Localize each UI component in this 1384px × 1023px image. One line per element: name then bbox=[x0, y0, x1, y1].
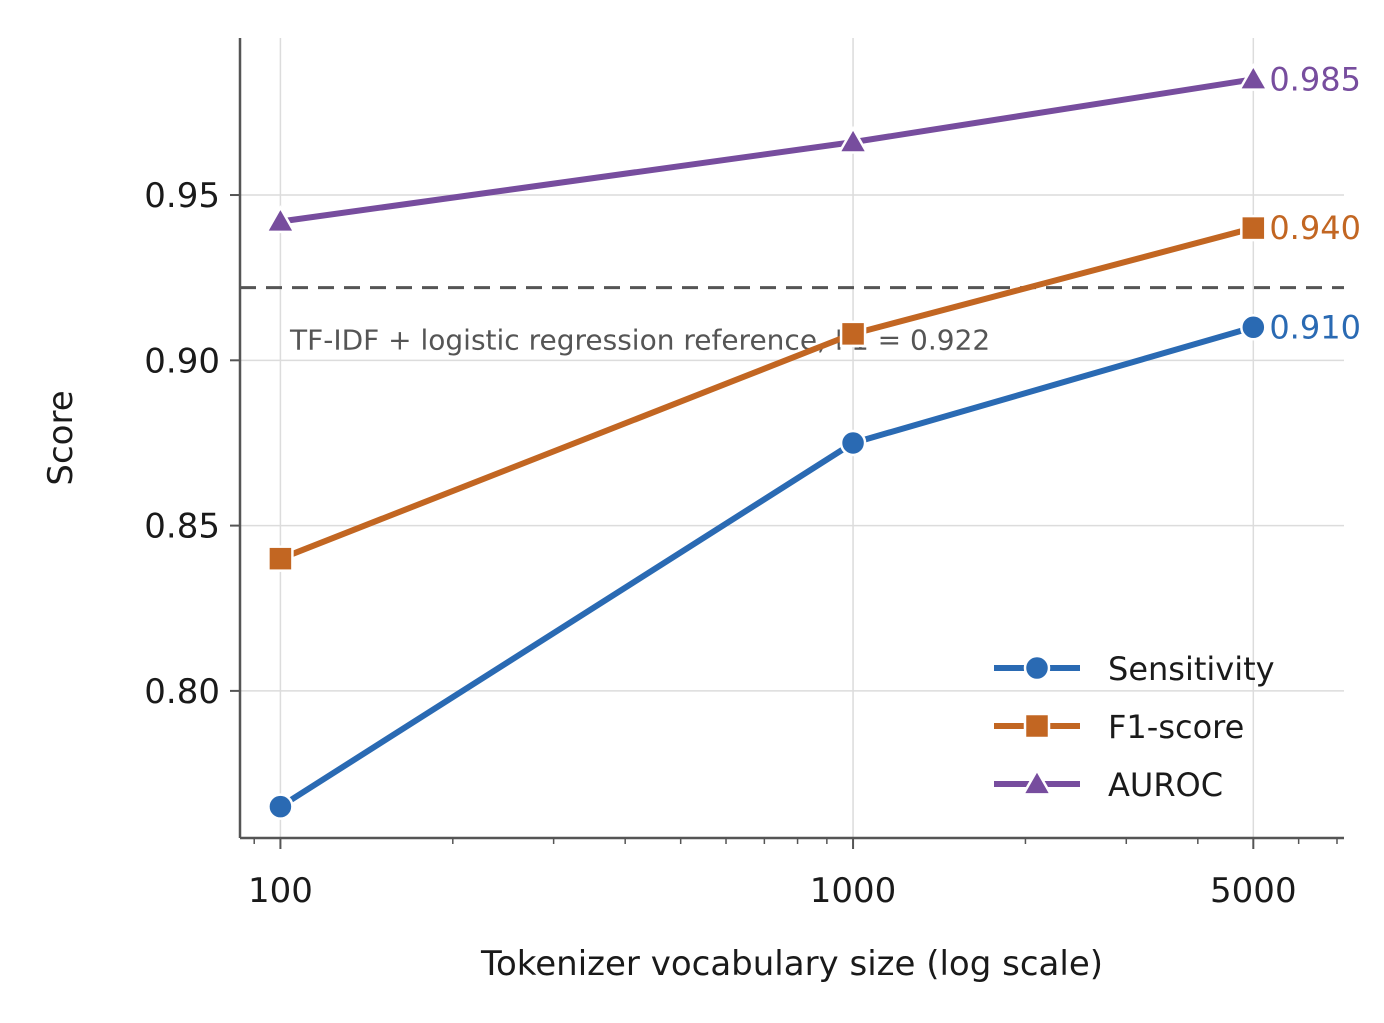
legend-label-sensitivity: Sensitivity bbox=[1108, 650, 1275, 688]
legend: Sensitivity F1-score AUROC bbox=[994, 650, 1275, 804]
reference-line-label: TF-IDF + logistic regression reference, … bbox=[289, 324, 990, 357]
series-line-auroc bbox=[280, 76, 1254, 225]
end-label-f1-score: 0.940 bbox=[1269, 209, 1361, 247]
y-tick-label: 0.95 bbox=[144, 176, 220, 216]
legend-label-auroc: AUROC bbox=[1108, 766, 1223, 804]
point-sensitivity bbox=[839, 429, 867, 457]
y-tick-label: 0.85 bbox=[144, 507, 220, 547]
point-f1-score bbox=[1240, 214, 1267, 242]
point-auroc bbox=[264, 205, 297, 234]
legend-label-f1-score: F1-score bbox=[1108, 708, 1244, 746]
point-f1-score bbox=[839, 320, 867, 348]
x-axis-title: Tokenizer vocabulary size (log scale) bbox=[480, 944, 1103, 984]
legend-marker-f1-score bbox=[1023, 712, 1051, 740]
point-f1-score bbox=[267, 545, 294, 572]
point-sensitivity bbox=[1240, 314, 1267, 341]
series-line-f1-score bbox=[279, 225, 1255, 562]
axes-layer: 0.80 0.85 0.90 0.95 100 1000 5000 Tokenizer voc… bbox=[41, 38, 1344, 984]
y-tick-label: 0.80 bbox=[144, 672, 220, 712]
point-auroc bbox=[1237, 63, 1270, 91]
x-tick-label: 5000 bbox=[1210, 871, 1297, 911]
point-auroc bbox=[837, 125, 870, 154]
x-tick-label: 100 bbox=[248, 871, 313, 911]
end-label-sensitivity: 0.910 bbox=[1269, 308, 1361, 346]
y-tick-label: 0.90 bbox=[144, 341, 220, 381]
series-layer bbox=[264, 63, 1270, 820]
legend-marker-sensitivity bbox=[1023, 654, 1051, 682]
y-axis-title: Score bbox=[41, 390, 81, 485]
legend-marker-auroc bbox=[1021, 767, 1053, 796]
x-tick-label: 1000 bbox=[810, 871, 897, 911]
end-label-auroc: 0.985 bbox=[1269, 60, 1361, 98]
point-sensitivity bbox=[267, 793, 294, 820]
labels-layer: 0.910 0.940 0.985 bbox=[1269, 60, 1361, 346]
